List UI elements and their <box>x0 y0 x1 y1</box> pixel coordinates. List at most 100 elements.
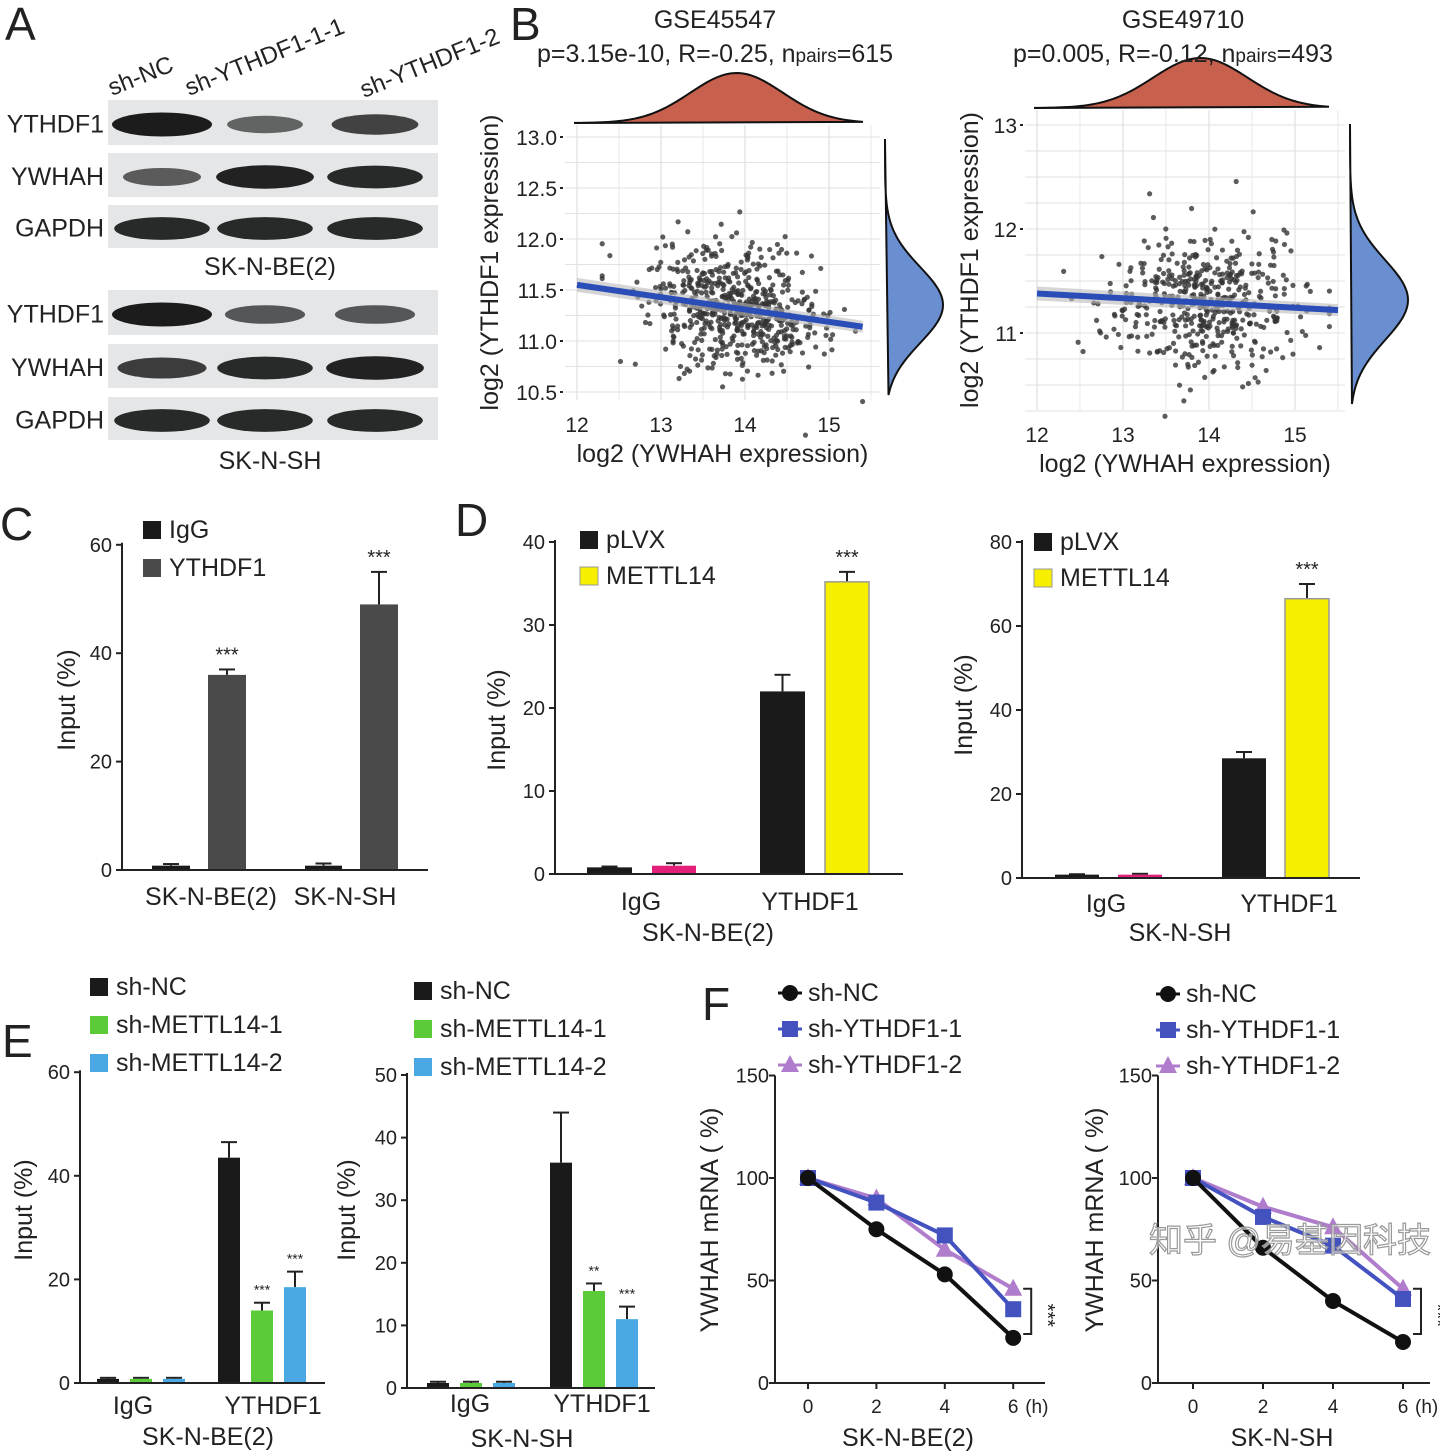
scatter-point <box>686 307 693 314</box>
scatter-point <box>1203 312 1209 318</box>
scatter-point <box>1259 354 1265 360</box>
scatter-point <box>1192 362 1198 369</box>
scatter-point <box>1149 331 1155 337</box>
scatter-point <box>1188 320 1195 326</box>
blot-band <box>326 356 424 380</box>
scatter-point <box>720 286 726 292</box>
y-axis-label: Input (%) <box>950 654 978 755</box>
scatter-point <box>731 333 737 339</box>
data-point <box>936 1227 953 1244</box>
scatter-point <box>1179 354 1185 360</box>
blot-band <box>217 409 313 432</box>
scatter-point <box>755 331 761 337</box>
blot-row-label: YTHDF1 <box>7 301 104 329</box>
scatter-point <box>781 282 787 288</box>
scatter-point <box>681 278 687 284</box>
scatter-point <box>1265 275 1271 281</box>
scatter-point <box>607 253 613 259</box>
scatter-point <box>812 330 818 336</box>
x-unit-label: (h) <box>1025 1397 1048 1418</box>
y-tick-label: 0 <box>534 864 545 886</box>
scatter-point <box>649 265 655 271</box>
y-tick-label: 40 <box>90 643 112 665</box>
scatter-point <box>1274 346 1280 352</box>
scatter-point <box>1235 364 1241 371</box>
scatter-point <box>1160 252 1167 258</box>
scatter-point <box>1229 238 1235 244</box>
legend-marker <box>1160 986 1176 1002</box>
y-axis-label: log2 (YTHDF1 expression) <box>476 115 504 411</box>
scatter-point <box>742 350 748 356</box>
scatter-point <box>1195 331 1201 337</box>
scatter-point <box>1242 285 1248 291</box>
scatter-point <box>1138 260 1144 266</box>
scatter-point <box>1186 282 1192 288</box>
scatter-point <box>1193 342 1200 348</box>
bar <box>583 1290 605 1388</box>
scatter-point <box>1252 375 1258 381</box>
y-tick-label: 20 <box>48 1269 70 1291</box>
scatter-point <box>617 358 624 365</box>
scatter-point <box>1245 234 1251 240</box>
bar <box>305 865 342 870</box>
scatter-point <box>735 291 741 297</box>
scatter-point <box>669 328 675 334</box>
scatter-point <box>675 259 681 265</box>
x-tick-label: 4 <box>940 1397 951 1418</box>
scatter-point <box>1288 337 1294 344</box>
scatter-point <box>669 244 676 250</box>
bar <box>251 1310 273 1383</box>
scatter-point <box>1200 281 1206 287</box>
scatter-point <box>1151 324 1158 330</box>
scatter-point <box>776 250 782 256</box>
scatter-point <box>733 230 740 236</box>
scatter-point <box>676 375 682 382</box>
y-tick-label: 20 <box>90 752 112 774</box>
series-line <box>1192 1176 1405 1291</box>
scatter-point <box>1221 364 1227 370</box>
scatter-point <box>1165 244 1171 250</box>
y-axis-label: log2 (YTHDF1 expression) <box>956 112 984 408</box>
scatter-point <box>1141 238 1147 244</box>
x-axis-label: SK-N-SH <box>471 1425 574 1453</box>
scatter-point <box>673 316 679 322</box>
x-axis-label: SK-N-BE(2) <box>642 919 774 947</box>
scatter-point <box>695 362 701 368</box>
scatter-point <box>1250 209 1256 215</box>
scatter-point <box>1170 340 1177 346</box>
scatter-point <box>757 263 763 269</box>
scatter-point <box>702 284 708 290</box>
x-tick-label: 15 <box>817 414 840 437</box>
legend-swatch <box>414 982 432 1000</box>
scatter-point <box>733 265 739 271</box>
scatter-point <box>1162 324 1168 330</box>
scatter-point <box>1231 277 1237 283</box>
blot-band <box>216 165 314 189</box>
scatter-point <box>754 324 760 331</box>
scatter-point <box>710 360 716 366</box>
scatter-point <box>734 327 740 333</box>
legend-label: sh-YTHDF1-2 <box>808 1051 962 1079</box>
scatter-point <box>1154 277 1160 283</box>
scatter-point <box>695 347 701 353</box>
scatter-point <box>1169 240 1175 246</box>
scatter-point <box>751 329 757 335</box>
scatter-point <box>829 347 835 353</box>
y-tick-label: 11.0 <box>518 331 557 354</box>
blot-band <box>334 305 416 324</box>
data-point <box>1255 1208 1271 1225</box>
significance-label: *** <box>367 547 391 569</box>
scatter-point <box>1118 344 1124 351</box>
scatter-point <box>738 328 745 334</box>
scatter-point <box>722 275 728 281</box>
scatter-point <box>1185 271 1191 277</box>
scatter-point <box>1241 332 1247 338</box>
scatter-point <box>1180 264 1186 270</box>
scatter-point <box>860 398 866 405</box>
scatter-point <box>704 311 710 317</box>
legend-swatch <box>143 521 161 539</box>
scatter-point <box>841 306 848 313</box>
scatter-point <box>697 310 703 316</box>
data-point <box>1004 1278 1023 1296</box>
scatter-point <box>1290 351 1296 357</box>
